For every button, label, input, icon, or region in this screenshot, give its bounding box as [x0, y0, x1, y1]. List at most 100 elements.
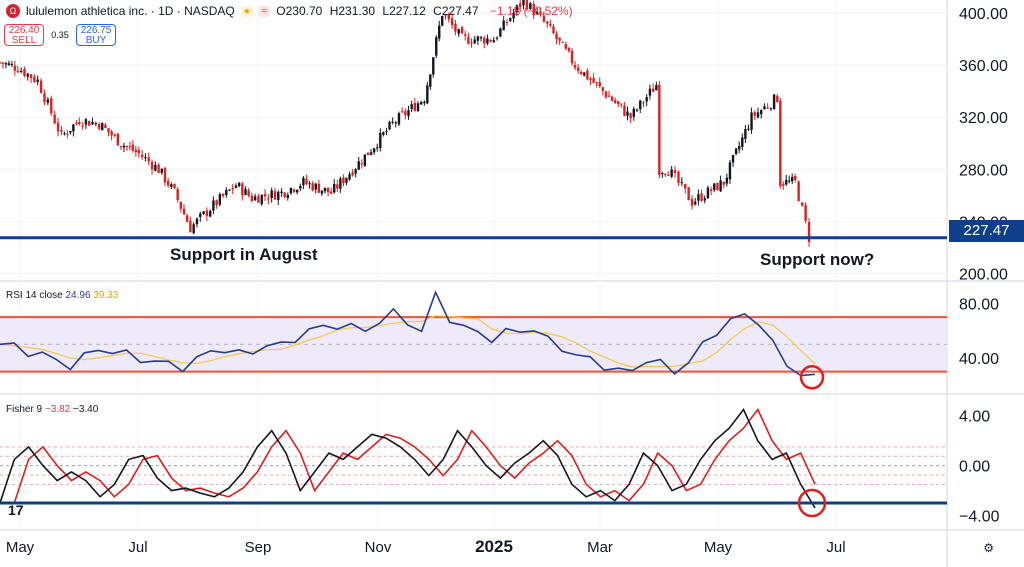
- candle-body: [667, 174, 670, 176]
- settings-gear-icon[interactable]: ⚙: [983, 541, 994, 555]
- candle-body: [741, 137, 744, 148]
- sell-button[interactable]: 226.40 SELL: [4, 24, 44, 46]
- waves-icon[interactable]: ≈: [258, 5, 271, 17]
- candle-body: [150, 161, 154, 170]
- candle-body: [63, 133, 66, 135]
- candle-body: [231, 187, 234, 190]
- candle-body: [607, 95, 611, 97]
- candle-body: [329, 191, 333, 194]
- candle-body: [454, 23, 457, 32]
- candle-body: [369, 152, 373, 155]
- candle-body: [700, 193, 703, 201]
- candle-body: [555, 33, 558, 40]
- current-price-tag: 227.47: [949, 220, 1024, 242]
- candle-body: [311, 183, 314, 191]
- candle-body: [680, 182, 684, 184]
- candle-body: [23, 68, 26, 76]
- ohlc-low: L227.12: [382, 4, 426, 18]
- annotation-support-now: Support now?: [760, 250, 875, 269]
- candle-body: [228, 189, 231, 191]
- annotation-support-august: Support in August: [170, 245, 318, 264]
- candle-body: [339, 178, 342, 189]
- candle-body: [529, 3, 532, 10]
- candle-body: [601, 87, 605, 91]
- candle-body: [664, 174, 667, 176]
- candle-body: [160, 168, 164, 173]
- candle-body: [807, 221, 811, 243]
- candle-body: [750, 112, 753, 130]
- rsi-tick-label: 40.00: [959, 351, 999, 368]
- candle-body: [69, 131, 72, 133]
- candle-body: [522, 0, 525, 6]
- candle-body: [78, 122, 81, 125]
- candle-body: [128, 146, 132, 148]
- candle-body: [283, 192, 286, 197]
- candle-body: [1, 62, 5, 65]
- candle-body: [460, 27, 464, 34]
- price-tick-label: 200.00: [959, 266, 1008, 283]
- candle-body: [225, 189, 228, 196]
- candle-body: [320, 190, 324, 194]
- candle-body: [706, 187, 710, 199]
- candle-body: [476, 36, 480, 41]
- candle-body: [404, 111, 407, 116]
- candle-body: [122, 145, 126, 148]
- candle-body: [385, 130, 388, 132]
- candle-body: [94, 123, 98, 125]
- candle-body: [179, 201, 183, 209]
- candle-body: [345, 177, 348, 183]
- time-tick-label: Nov: [365, 539, 392, 556]
- fisher-trigger-line: [0, 407, 816, 504]
- candle-body: [697, 194, 700, 201]
- candle-body: [7, 63, 11, 65]
- candle-body: [372, 148, 376, 153]
- time-tick-label: May: [6, 539, 35, 556]
- candle-body: [29, 74, 33, 79]
- rsi-line: [0, 290, 816, 377]
- candle-body: [388, 121, 391, 130]
- spread-value: 0.35: [51, 30, 69, 40]
- symbol-title[interactable]: lululemon athletica inc. · 1D · NASDAQ: [26, 4, 235, 18]
- candle-body: [782, 184, 785, 186]
- candle-body: [495, 37, 499, 39]
- fisher-legend[interactable]: Fisher 9 −3.82 −3.40: [6, 404, 98, 415]
- candle-body: [302, 177, 305, 186]
- candle-body: [734, 148, 738, 154]
- buy-button[interactable]: 226.75 BUY: [76, 24, 116, 46]
- candle-body: [13, 65, 17, 71]
- rsi-legend[interactable]: RSI 14 close 24.96 39.33: [6, 290, 118, 301]
- candle-body: [435, 37, 438, 56]
- candle-body: [205, 210, 209, 216]
- candle-body: [725, 177, 729, 184]
- fisher-highlight-circle: [797, 488, 827, 518]
- candle-body: [376, 147, 379, 149]
- candle-body: [195, 218, 199, 225]
- candle-body: [613, 100, 617, 104]
- candle-body: [804, 204, 807, 221]
- candle-body: [348, 174, 351, 180]
- candle-body: [709, 189, 713, 192]
- candle-body: [292, 189, 296, 192]
- ohlc-close-value: 227.47: [441, 4, 479, 18]
- candle-body: [564, 44, 568, 49]
- candle-body: [221, 193, 225, 196]
- time-axis: May Jul Sep Nov 2025 Mar May Jul: [6, 537, 846, 556]
- candle-body: [518, 3, 522, 7]
- candle-body: [305, 178, 308, 184]
- time-tick-label: 2025: [475, 537, 513, 556]
- candle-body: [147, 157, 150, 162]
- candle-body: [295, 189, 299, 193]
- candle-body: [772, 94, 776, 110]
- candle-body: [351, 172, 354, 176]
- candle-body: [113, 134, 116, 136]
- candle-body: [323, 187, 327, 192]
- ohlc-open: O230.70: [276, 4, 323, 18]
- eye-icon[interactable]: ●: [240, 5, 253, 17]
- candle-body: [218, 194, 222, 205]
- candle-body: [684, 183, 687, 189]
- candle-body: [163, 167, 167, 183]
- candle-body: [308, 183, 311, 185]
- candle-body: [790, 177, 794, 182]
- candle-body: [525, 0, 529, 10]
